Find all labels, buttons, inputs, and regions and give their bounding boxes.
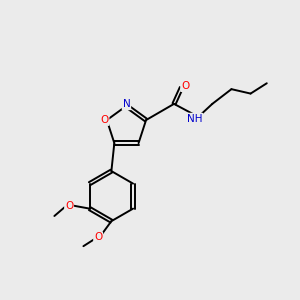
Text: O: O — [65, 201, 73, 211]
Text: NH: NH — [187, 114, 203, 124]
Text: O: O — [100, 115, 109, 125]
Text: O: O — [94, 232, 102, 242]
Text: N: N — [123, 99, 130, 110]
Text: O: O — [181, 81, 189, 91]
